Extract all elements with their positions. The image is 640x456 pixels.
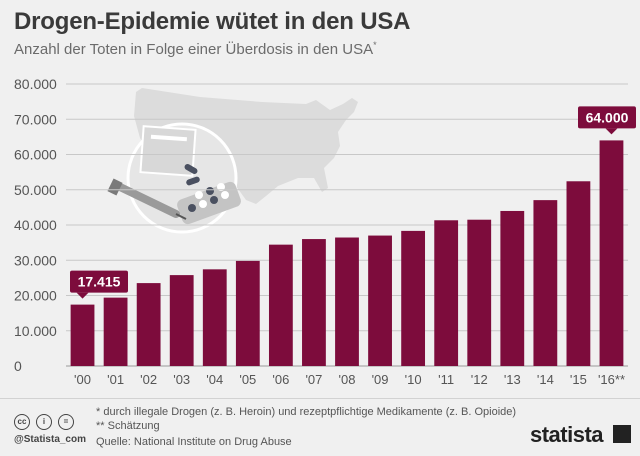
x-tick-label: '08 [339,372,356,387]
bar [169,275,194,366]
x-tick-label: '13 [504,372,521,387]
usa-map-icon [134,88,358,204]
x-tick-label: '06 [272,372,289,387]
bar [70,304,95,366]
x-tick-label: '09 [372,372,389,387]
x-tick-label: '16** [598,372,625,387]
bar [136,283,161,366]
bar [235,260,260,366]
x-tick-label: '03 [173,372,190,387]
subtitle-text: Anzahl der Toten in Folge einer Überdosi… [14,41,374,58]
bar [103,297,128,366]
y-tick-label: 70.000 [14,111,57,127]
x-tick-label: '05 [239,372,256,387]
bar [202,269,227,366]
y-tick-label: 30.000 [14,252,57,268]
x-tick-label: '02 [140,372,157,387]
cc-icon: cc [14,414,30,430]
bar [599,140,624,366]
bar [566,181,591,366]
bar [533,200,558,366]
x-tick-label: '14 [537,372,554,387]
y-tick-label: 80.000 [14,76,57,92]
x-tick-label: '15 [570,372,587,387]
statista-logo[interactable]: statista [530,422,604,447]
x-tick-label: '04 [206,372,223,387]
bar [368,235,392,366]
chart-callouts: 17.415 64.000 [70,106,636,299]
callout-label: 17.415 [78,274,121,290]
bar-chart: 0 10.000 20.000 30.000 40.000 50.000 60.000 70.… [14,76,636,387]
x-tick-label: '00 [74,372,91,387]
footnote-2: ** Schätzung [96,420,160,432]
subtitle-footnote-mark: * [373,40,377,50]
x-axis: '00 '01 '02 '03 '04 '05 '06 '07 '08 '09 '10 '11 '12 '… [74,372,625,387]
y-tick-label: 0 [14,358,22,374]
statista-logo-mark-icon [613,425,631,443]
bar [401,230,426,366]
y-tick-label: 40.000 [14,217,57,233]
chart-subtitle: Anzahl der Toten in Folge einer Überdosi… [14,40,377,58]
callout-box [70,270,128,293]
callout-pointer [76,292,89,299]
y-tick-label: 50.000 [14,182,57,198]
callout-label: 64.000 [586,109,629,125]
bar [467,219,492,366]
bar [434,220,459,366]
footnote-1: * durch illegale Drogen (z. B. Heroin) u… [96,406,517,418]
statista-handle[interactable]: @Statista_com [14,434,86,445]
x-tick-label: '12 [471,372,488,387]
y-tick-label: 10.000 [14,323,57,339]
bar [335,237,359,366]
y-axis: 0 10.000 20.000 30.000 40.000 50.000 60.000 70.… [14,76,57,374]
bar [302,239,326,366]
y-tick-label: 60.000 [14,147,57,163]
nd-icon: = [58,414,74,430]
callout-box [578,106,636,129]
chart-title: Drogen-Epidemie wütet in den USA [14,8,411,35]
x-tick-label: '10 [405,372,422,387]
source-note: Quelle: National Institute on Drug Abuse [96,436,292,448]
chart-bars [70,140,624,366]
x-tick-label: '11 [438,372,454,387]
bar [500,210,525,366]
footer-divider [0,398,640,399]
bar [268,244,293,366]
y-tick-label: 20.000 [14,288,57,304]
x-tick-label: '07 [305,372,322,387]
callout-pointer [605,128,618,135]
pills-syringe-icon [107,122,241,234]
x-tick-label: '01 [107,372,124,387]
by-icon: i [36,414,52,430]
